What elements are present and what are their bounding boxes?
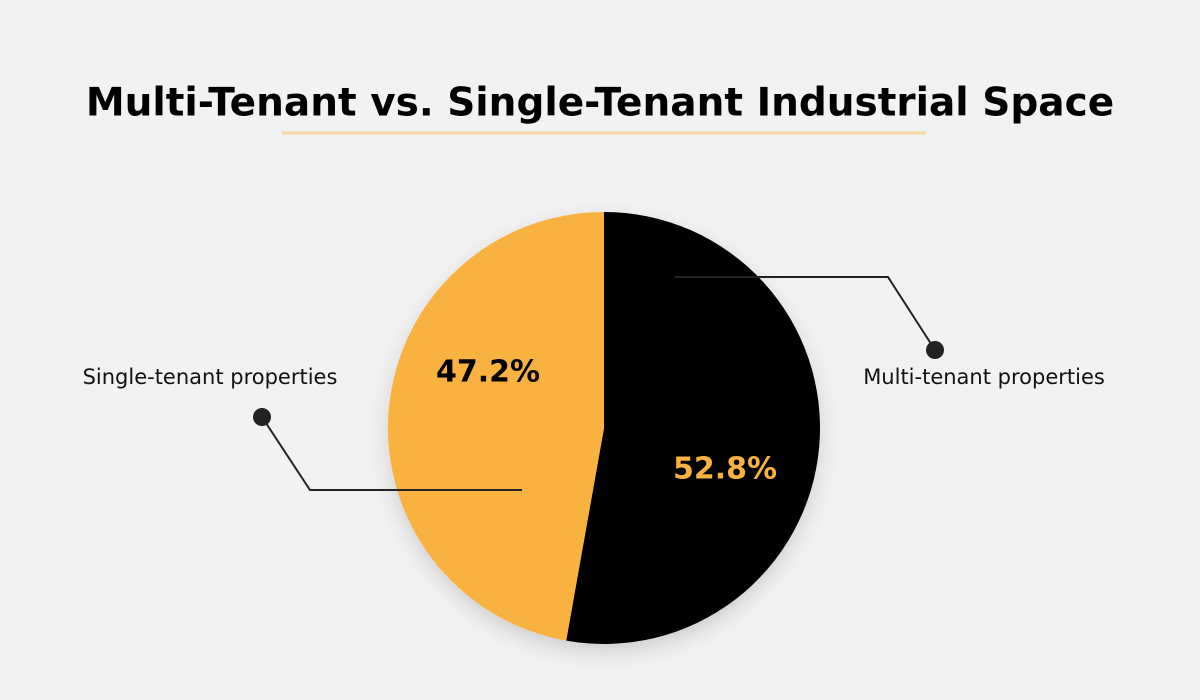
pie-slice <box>566 212 821 644</box>
value-label: 47.2% <box>436 355 540 390</box>
category-label: Single-tenant properties <box>83 365 338 389</box>
leader-line <box>675 276 936 351</box>
leader-dot <box>926 341 944 359</box>
pie-slice <box>388 212 604 641</box>
value-label: 52.8% <box>673 452 777 487</box>
labels: 52.8% Multi-tenant properties 47.2% Single-… <box>83 276 1105 491</box>
leader-dot <box>253 408 271 426</box>
leader-line <box>261 416 522 491</box>
pie <box>388 212 821 644</box>
category-label: Multi-tenant properties <box>863 365 1105 389</box>
chart-title: Multi-Tenant vs. Single-Tenant Industria… <box>86 81 1114 126</box>
